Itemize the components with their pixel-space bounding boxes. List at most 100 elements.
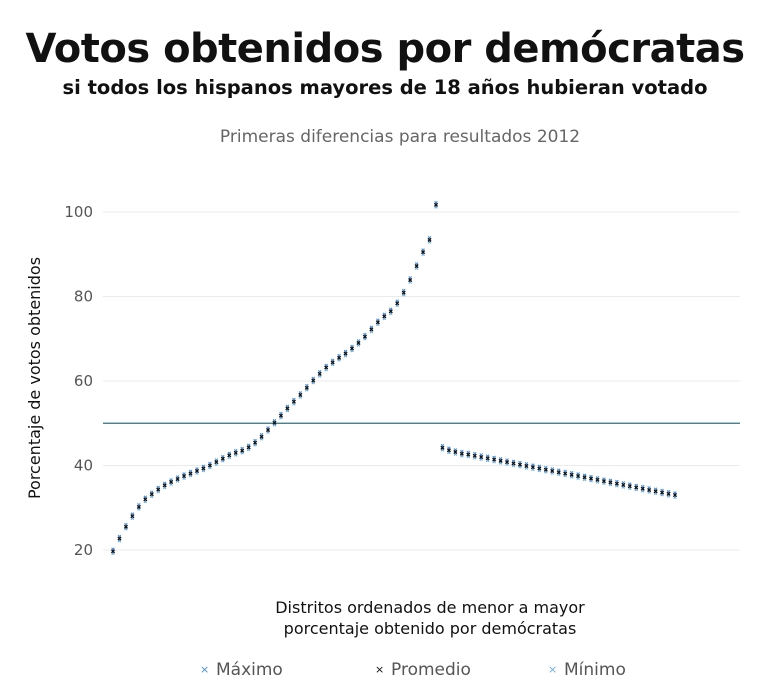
point-promedio-59: [492, 457, 497, 462]
series-minimo: [111, 205, 677, 556]
x-axis-label-line-2: porcentaje obtenido por demócratas: [283, 619, 577, 638]
point-promedio-8: [162, 483, 167, 488]
legend-marker-maximo: ×: [200, 663, 210, 676]
legend-marker-promedio: ×: [375, 663, 385, 676]
point-promedio-12: [188, 471, 193, 476]
point-promedio-26: [278, 413, 284, 418]
point-promedio-4: [136, 504, 141, 509]
point-promedio-34: [330, 360, 335, 365]
point-promedio-19: [233, 450, 238, 455]
point-promedio-68: [550, 468, 555, 474]
point-promedio-48: [421, 250, 426, 255]
point-promedio-79: [621, 482, 626, 487]
legend-label-promedio: Promedio: [391, 660, 471, 680]
point-promedio-0: [110, 549, 116, 554]
point-promedio-70: [563, 471, 568, 476]
point-promedio-46: [408, 277, 413, 283]
point-promedio-2: [123, 524, 128, 529]
point-promedio-52: [446, 448, 451, 453]
point-promedio-21: [246, 445, 251, 450]
point-promedio-67: [543, 467, 548, 472]
point-promedio-17: [220, 456, 225, 461]
point-promedio-63: [517, 462, 523, 467]
chart-subtitle: si todos los hispanos mayores de 18 años…: [62, 76, 708, 99]
point-promedio-78: [614, 481, 619, 486]
point-promedio-40: [369, 327, 374, 332]
y-axis-ticks: 20 40 60 80 100: [64, 203, 93, 559]
point-promedio-60: [498, 458, 503, 463]
series-maximo: [111, 200, 677, 551]
x-axis-label-line-1: Distritos ordenados de menor a mayor: [275, 598, 585, 617]
point-promedio-58: [485, 456, 490, 461]
point-promedio-42: [382, 314, 387, 319]
point-promedio-28: [291, 399, 296, 404]
point-promedio-64: [524, 463, 529, 468]
point-promedio-37: [349, 346, 355, 351]
point-promedio-41: [375, 320, 380, 325]
point-promedio-13: [194, 468, 200, 474]
point-promedio-18: [227, 453, 232, 458]
point-promedio-6: [149, 492, 154, 497]
point-promedio-24: [265, 427, 271, 433]
point-promedio-47: [414, 264, 419, 269]
point-promedio-35: [337, 355, 342, 360]
point-promedio-36: [343, 351, 348, 356]
point-promedio-11: [181, 474, 187, 479]
point-promedio-9: [169, 479, 174, 485]
point-promedio-39: [362, 334, 367, 339]
point-promedio-14: [201, 466, 206, 471]
point-promedio-66: [537, 466, 542, 471]
point-promedio-72: [576, 474, 581, 479]
point-promedio-20: [240, 448, 245, 453]
legend-marker-minimo: ×: [548, 663, 558, 676]
point-promedio-15: [207, 463, 212, 468]
legend: × Máximo × Promedio × Mínimo: [0, 660, 770, 682]
y-axis-label: Porcentaje de votos obtenidos: [25, 257, 44, 499]
gridlines: [103, 211, 740, 551]
point-promedio-43: [388, 309, 393, 314]
point-promedio-10: [175, 476, 180, 482]
point-promedio-53: [453, 449, 458, 455]
point-promedio-65: [530, 465, 535, 470]
point-promedio-29: [298, 392, 303, 398]
point-promedio-82: [640, 486, 645, 491]
point-promedio-33: [324, 365, 329, 370]
y-tick-label-20: 20: [74, 541, 93, 559]
plot-title: Primeras diferencias para resultados 201…: [219, 127, 581, 147]
legend-label-maximo: Máximo: [216, 660, 283, 680]
point-promedio-51: [440, 445, 445, 450]
point-promedio-62: [511, 461, 516, 466]
point-promedio-56: [472, 453, 477, 458]
point-promedio-83: [647, 487, 652, 493]
y-tick-label-80: 80: [74, 288, 93, 306]
point-promedio-74: [588, 476, 594, 481]
point-promedio-32: [317, 371, 322, 376]
point-promedio-7: [156, 487, 161, 492]
point-promedio-25: [272, 420, 277, 425]
point-promedio-31: [311, 378, 316, 383]
point-promedio-30: [304, 385, 309, 390]
point-promedio-71: [569, 472, 574, 477]
legend-label-minimo: Mínimo: [564, 660, 626, 680]
point-promedio-54: [459, 451, 464, 456]
legend-item-minimo: × Mínimo: [548, 660, 626, 680]
point-promedio-23: [259, 434, 264, 439]
point-promedio-27: [285, 406, 290, 411]
point-promedio-77: [608, 480, 613, 485]
point-promedio-38: [356, 340, 361, 346]
point-promedio-1: [117, 536, 122, 541]
y-tick-label-100: 100: [64, 203, 93, 221]
point-promedio-84: [653, 489, 658, 494]
y-tick-label-60: 60: [74, 372, 93, 390]
point-promedio-76: [601, 479, 607, 484]
point-promedio-61: [504, 460, 510, 465]
point-promedio-49: [427, 237, 432, 242]
point-promedio-57: [479, 454, 484, 460]
point-promedio-80: [627, 484, 632, 489]
point-promedio-50: [433, 202, 439, 207]
data-points: [110, 200, 678, 556]
point-promedio-3: [130, 514, 135, 519]
point-promedio-22: [253, 440, 258, 445]
point-promedio-45: [401, 290, 406, 295]
